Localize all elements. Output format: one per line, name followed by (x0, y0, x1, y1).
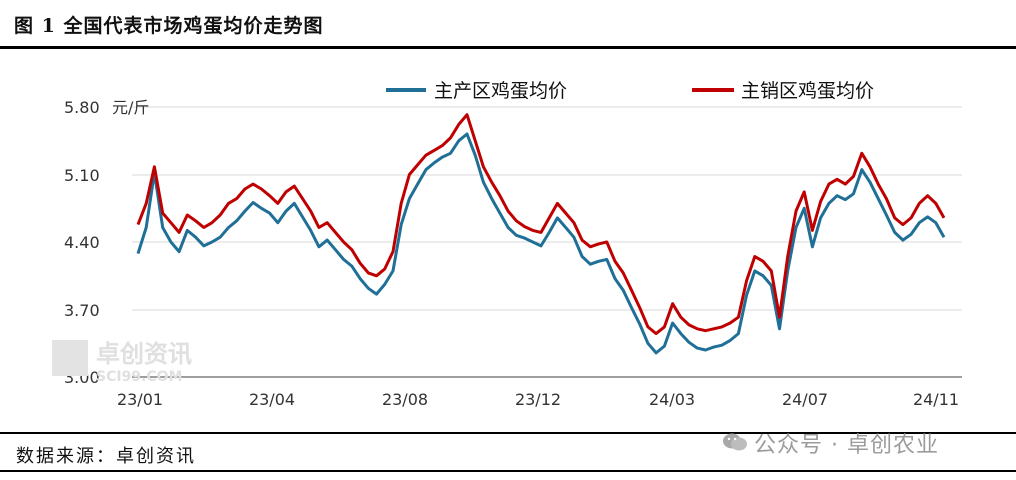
x-tick-label: 23/04 (249, 390, 295, 409)
legend-label-selling: 主销区鸡蛋均价 (741, 80, 874, 102)
end-rule (0, 470, 1016, 472)
y-tick-label: 3.70 (64, 301, 100, 320)
y-tick-label: 5.10 (64, 166, 100, 185)
x-tick-label: 23/12 (515, 390, 561, 409)
data-source: 数据来源：卓创资讯 (16, 446, 196, 467)
series-line-producing (136, 132, 946, 355)
x-tick-label: 24/03 (649, 390, 695, 409)
y-tick-label: 5.80 (64, 98, 100, 117)
x-tick-label: 24/11 (913, 390, 959, 409)
x-tick-label: 24/07 (782, 390, 828, 409)
watermark-logo-icon (52, 340, 88, 376)
watermark-en: SCI99.COM (96, 369, 182, 385)
account-watermark: 公众号 · 卓创农业 (754, 433, 939, 458)
line-chart: 5.80 元/斤 5.10 4.40 3.70 3.00 23/01 23/04… (52, 80, 962, 409)
chart-watermark: 卓创资讯 SCI99.COM (52, 340, 192, 385)
bottom-rule (0, 432, 1016, 434)
legend: 主产区鸡蛋均价 主销区鸡蛋均价 (386, 80, 874, 102)
y-tick-label: 4.40 (64, 233, 100, 252)
y-axis-unit: 元/斤 (112, 98, 149, 117)
x-tick-label: 23/01 (117, 390, 163, 409)
top-rule (0, 46, 1016, 49)
series-line-selling (136, 113, 946, 336)
wechat-icon (723, 433, 747, 451)
watermark-cn: 卓创资讯 (96, 340, 192, 368)
chart-title: 图 1 全国代表市场鸡蛋均价走势图 (14, 15, 324, 37)
legend-label-producing: 主产区鸡蛋均价 (434, 80, 567, 102)
x-tick-label: 23/08 (382, 390, 428, 409)
